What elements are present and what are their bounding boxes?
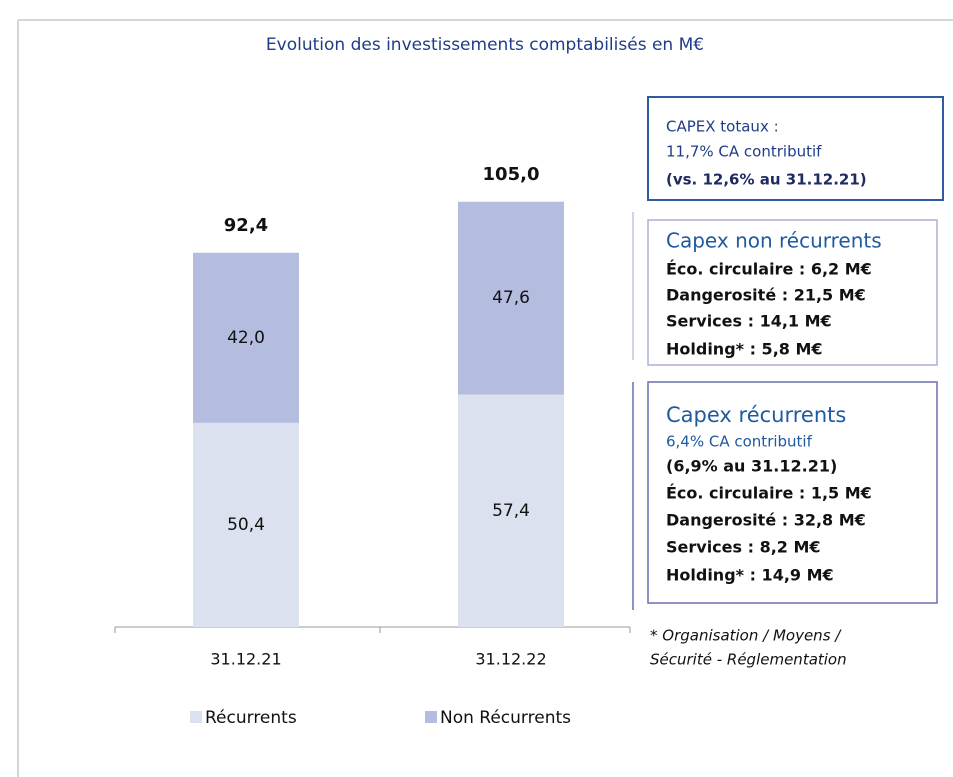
box-text: (6,9% au 31.12.21) <box>666 457 837 476</box>
legend-swatch <box>425 711 437 723</box>
value-label: 42,0 <box>227 328 265 348</box>
box-text: 6,4% CA contributif <box>666 433 813 451</box>
x-tick-label: 31.12.21 <box>210 650 281 669</box>
legend-label: Récurrents <box>205 708 297 728</box>
box-text: Éco. circulaire : 6,2 M€ <box>666 260 872 279</box>
bar-segment <box>193 422 299 627</box>
box <box>647 219 938 366</box>
legend-label: Non Récurrents <box>440 708 571 728</box>
footnote: Sécurité - Réglementation <box>650 651 847 669</box>
total-label: 92,4 <box>224 215 268 236</box>
bar-segment <box>458 201 564 395</box>
footnote: * Organisation / Moyens / <box>650 627 842 645</box>
box-text: Dangerosité : 32,8 M€ <box>666 511 866 530</box>
box-text: Holding* : 14,9 M€ <box>666 566 834 585</box>
box-text: Capex non récurrents <box>666 229 882 253</box>
box-text: 11,7% CA contributif <box>666 143 822 161</box>
value-label: 47,6 <box>492 288 530 308</box>
box <box>647 96 944 201</box>
value-label: 57,4 <box>492 501 530 521</box>
legend-swatch <box>190 711 202 723</box>
box-text: Services : 14,1 M€ <box>666 312 832 331</box>
x-tick-label: 31.12.22 <box>475 650 546 669</box>
value-label: 50,4 <box>227 515 265 535</box>
box-text: Dangerosité : 21,5 M€ <box>666 286 866 305</box>
box-text: (vs. 12,6% au 31.12.21) <box>666 171 867 189</box>
box-text: Capex récurrents <box>666 403 846 427</box>
box-text: Éco. circulaire : 1,5 M€ <box>666 484 872 503</box>
box-text: CAPEX totaux : <box>666 118 779 136</box>
box <box>647 381 938 604</box>
box-text: Holding* : 5,8 M€ <box>666 340 823 359</box>
bar-segment <box>193 252 299 423</box>
box-text: Services : 8,2 M€ <box>666 538 821 557</box>
bar-segment <box>458 394 564 627</box>
total-label: 105,0 <box>483 164 540 185</box>
chart-title: Evolution des investissements comptabili… <box>266 35 704 55</box>
